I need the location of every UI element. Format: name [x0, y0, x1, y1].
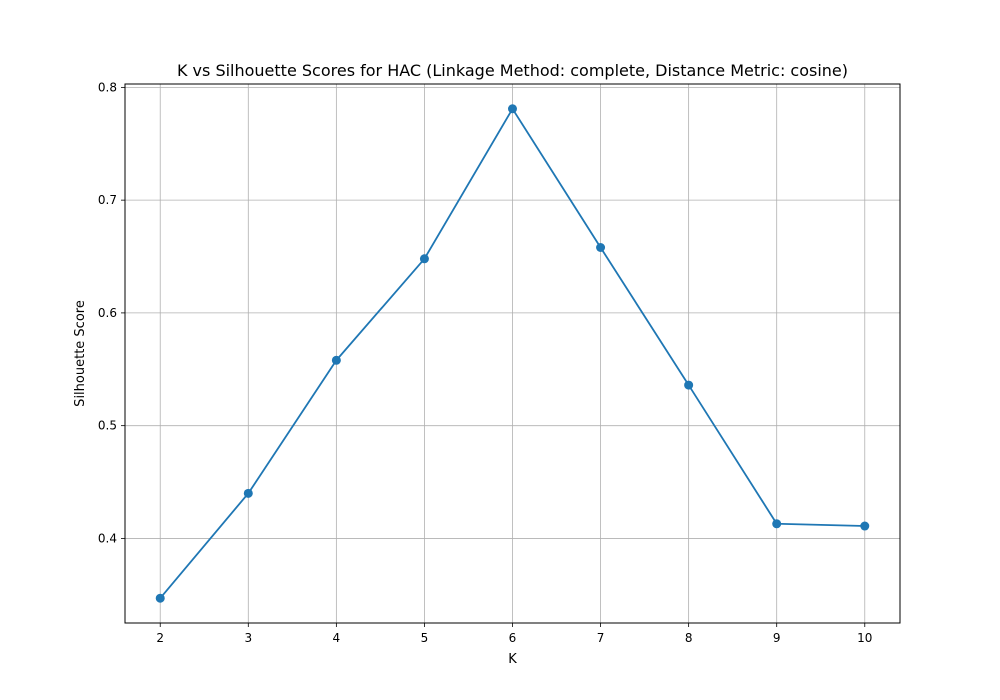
x-tick-label: 6 — [509, 631, 517, 645]
x-axis-label: K — [508, 652, 517, 667]
x-tick-label: 4 — [333, 631, 341, 645]
series-layer — [155, 104, 870, 603]
x-tick-label: 5 — [421, 631, 429, 645]
x-tick-label: 9 — [773, 631, 781, 645]
data-point — [331, 355, 341, 365]
y-tick-label: 0.5 — [98, 419, 117, 433]
tick-layer: 2 3 4 5 6 7 8 9 10 0.4 0.5 0.6 0.7 0.8 — [98, 80, 873, 645]
data-point — [155, 593, 165, 603]
x-tick-label: 2 — [156, 631, 164, 645]
data-point — [772, 519, 782, 529]
data-point — [860, 521, 870, 531]
data-point — [596, 243, 606, 253]
data-point — [243, 488, 253, 498]
data-point — [684, 380, 694, 390]
x-tick-label: 3 — [244, 631, 252, 645]
data-point — [508, 104, 517, 114]
chart-title: K vs Silhouette Scores for HAC (Linkage … — [177, 61, 848, 80]
x-tick-label: 8 — [685, 631, 693, 645]
y-tick-label: 0.4 — [98, 531, 117, 545]
y-tick-label: 0.8 — [98, 80, 117, 94]
grid-layer — [125, 84, 900, 623]
x-tick-label: 7 — [597, 631, 605, 645]
x-tick-label: 10 — [857, 631, 872, 645]
y-tick-label: 0.6 — [98, 306, 117, 320]
data-point — [419, 254, 429, 264]
y-tick-label: 0.7 — [98, 193, 117, 207]
y-axis-label: Silhouette Score — [73, 300, 88, 407]
